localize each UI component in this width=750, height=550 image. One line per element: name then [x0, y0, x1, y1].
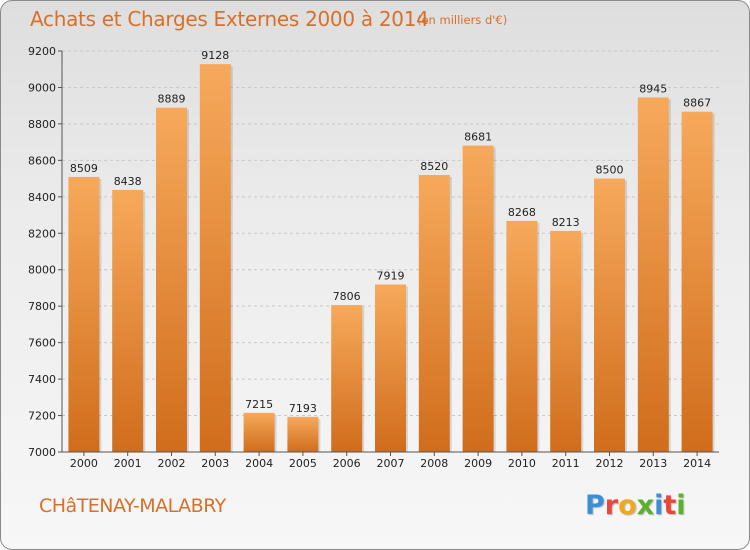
bar-value-label: 8509: [70, 162, 98, 175]
x-tick-label: 2002: [158, 457, 186, 470]
y-tick-label: 8600: [28, 154, 56, 167]
y-tick-label: 7600: [28, 337, 56, 350]
x-tick-label: 2007: [377, 457, 405, 470]
logo-letter: t: [663, 490, 677, 521]
x-tick-label: 2014: [683, 457, 711, 470]
x-tick-label: 2010: [508, 457, 536, 470]
y-tick-label: 7400: [28, 373, 56, 386]
bar-value-label: 8438: [114, 175, 142, 188]
y-tick-label: 8200: [28, 227, 56, 240]
axes: [58, 50, 719, 456]
x-tick-label: 2001: [114, 457, 142, 470]
y-tick-label: 9000: [28, 81, 56, 94]
bar: [462, 145, 494, 452]
city-name: CHâTENAY-MALABRY: [39, 495, 226, 517]
y-tick-label: 8800: [28, 118, 56, 131]
y-tick-label: 7000: [28, 446, 56, 459]
bars: [68, 64, 715, 453]
x-tick-label: 2004: [245, 457, 273, 470]
logo-letter: i: [676, 490, 686, 521]
y-tick-label: 8000: [28, 264, 56, 277]
bar-value-label: 8520: [420, 160, 448, 173]
x-tick-label: 2000: [70, 457, 98, 470]
proxiti-logo: Proxiti: [585, 490, 686, 521]
bar: [68, 176, 100, 453]
bar-value-label: 8213: [552, 216, 580, 229]
bar-value-label: 8500: [596, 164, 624, 177]
bar: [418, 174, 450, 453]
labels: 7000 7200 7400 7600 7800 8000 8200 8400 8600 8800…: [28, 45, 711, 470]
x-tick-label: 2006: [333, 457, 361, 470]
logo-letter: P: [585, 490, 605, 521]
chart-subtitle: (en milliers d'€): [417, 13, 508, 27]
bar: [594, 178, 625, 452]
x-tick-label: 2003: [201, 457, 229, 470]
bar: [506, 220, 538, 452]
bar: [331, 305, 363, 452]
y-tick-label: 7800: [28, 300, 56, 313]
bar-value-label: 7806: [333, 290, 361, 303]
chart-title: Achats et Charges Externes 2000 à 2014: [30, 7, 429, 31]
bar: [681, 111, 713, 453]
x-tick-label: 2011: [552, 457, 580, 470]
x-tick-label: 2009: [464, 457, 492, 470]
bar: [112, 189, 144, 452]
bar: [199, 64, 231, 452]
x-tick-label: 2012: [596, 457, 624, 470]
bar: [637, 97, 669, 452]
bar: [287, 416, 319, 452]
logo-letter: r: [604, 490, 619, 521]
y-tick-label: 9200: [28, 45, 56, 58]
x-tick-label: 2005: [289, 457, 317, 470]
logo-letter: x: [636, 490, 655, 521]
bar-value-label: 8945: [639, 82, 667, 95]
bar-value-label: 8681: [464, 131, 492, 144]
logo-letter: i: [654, 490, 664, 521]
bar-value-label: 8268: [508, 206, 536, 219]
logo-letter: o: [618, 490, 637, 521]
bar-value-label: 8889: [158, 93, 186, 106]
bar-value-label: 8867: [683, 97, 711, 110]
bar-value-label: 7919: [377, 269, 405, 282]
bar-value-label: 9128: [201, 49, 229, 62]
x-tick-label: 2008: [420, 457, 448, 470]
bar: [550, 230, 582, 452]
y-tick-label: 7200: [28, 410, 56, 423]
x-tick-label: 2013: [639, 457, 667, 470]
bar-value-label: 7193: [289, 402, 317, 415]
y-tick-label: 8400: [28, 191, 56, 204]
bar-value-label: 7215: [245, 398, 273, 411]
bar: [156, 107, 187, 452]
bar: [243, 412, 275, 452]
bar: [375, 284, 406, 452]
